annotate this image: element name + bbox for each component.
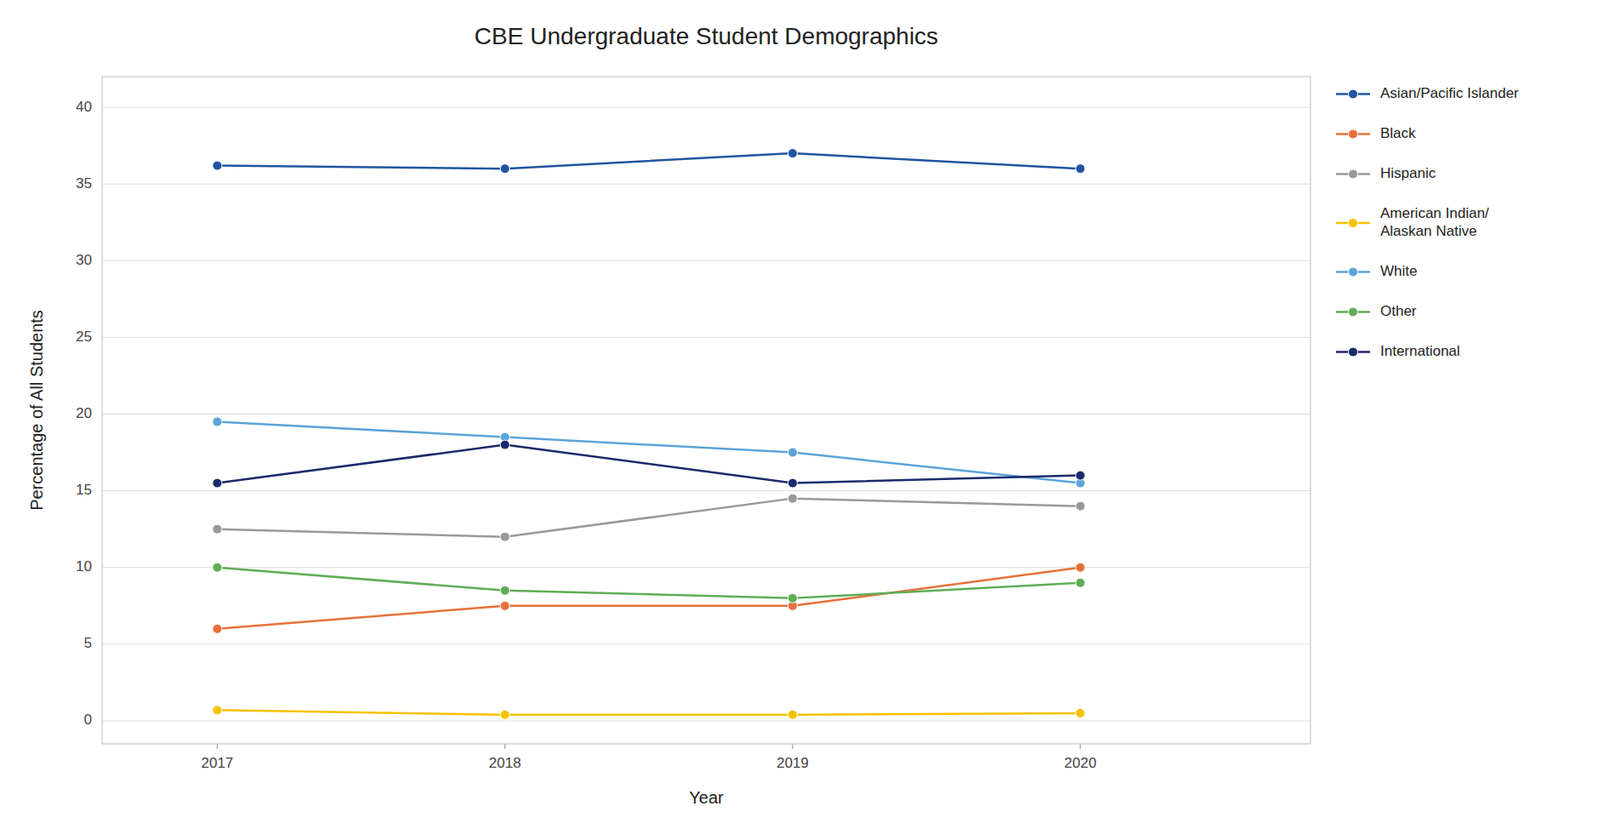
grid-line — [102, 490, 1311, 492]
y-tick-label: 30 — [75, 252, 92, 269]
grid-line — [102, 643, 1311, 645]
data-point — [212, 160, 223, 171]
y-tick-label: 0 — [84, 711, 92, 729]
y-axis-label: Percentage of All Students — [27, 309, 46, 511]
series-line — [217, 498, 1081, 538]
x-tick — [791, 744, 793, 750]
data-point — [500, 710, 511, 720]
data-point — [1075, 164, 1085, 174]
series-line — [217, 567, 1081, 630]
legend-label: Other — [1380, 303, 1417, 320]
y-tick-label: 25 — [75, 328, 92, 345]
legend-label-line: Other — [1380, 303, 1417, 320]
x-tick-label: 2020 — [1064, 755, 1097, 772]
data-point — [787, 493, 798, 504]
x-tick-label: 2018 — [488, 755, 522, 772]
data-point — [212, 417, 223, 427]
legend-marker — [1348, 169, 1359, 179]
plot-area — [212, 149, 1086, 721]
series-line — [217, 710, 1081, 715]
grid-line — [102, 413, 1311, 415]
x-tick-label: 2017 — [200, 755, 234, 772]
data-point — [212, 478, 223, 488]
legend-label: Hispanic — [1380, 165, 1437, 182]
legend: Asian/Pacific Islander Black Hispanic Ameri… — [1336, 85, 1520, 360]
legend-label: American Indian/Alaskan Native — [1380, 205, 1490, 240]
grid-line — [102, 567, 1311, 568]
legend-label: Black — [1380, 125, 1417, 142]
x-tick — [1079, 744, 1081, 750]
legend-label-line: White — [1380, 263, 1417, 280]
y-tick-label: 15 — [75, 481, 92, 499]
data-point — [1075, 470, 1085, 481]
data-point — [787, 593, 798, 603]
legend-marker — [1348, 129, 1359, 139]
series-line — [217, 153, 1081, 169]
legend-marker — [1348, 267, 1359, 277]
legend-label-line: International — [1380, 343, 1461, 360]
data-point — [500, 532, 511, 542]
y-tick-label: 10 — [75, 558, 92, 575]
legend-label-line: Hispanic — [1380, 165, 1437, 182]
legend-label-line: American Indian/ — [1380, 205, 1490, 222]
legend-label: White — [1380, 263, 1417, 280]
legend-label-line: Black — [1380, 125, 1417, 142]
data-point — [500, 585, 511, 596]
legend-label: Asian/Pacific Islander — [1380, 85, 1520, 102]
legend-marker — [1348, 89, 1359, 99]
legend-label-line: Asian/Pacific Islander — [1380, 85, 1520, 102]
y-tick-label: 5 — [84, 635, 92, 652]
data-point — [787, 149, 798, 159]
legend-marker — [1348, 347, 1359, 357]
chart: CBE Undergraduate Student Demographics 0 5… — [0, 0, 1600, 829]
grid-line — [102, 260, 1311, 262]
grid-line — [102, 720, 1311, 722]
y-tick-label: 40 — [75, 98, 92, 115]
grid-line — [102, 337, 1311, 339]
x-tick — [504, 744, 506, 750]
data-point — [787, 478, 798, 488]
series-line — [217, 422, 1081, 484]
data-point — [212, 624, 223, 634]
title: CBE Undergraduate Student Demographics — [474, 22, 939, 50]
data-point — [787, 447, 798, 458]
data-point — [500, 164, 511, 174]
y-tick-label: 35 — [75, 175, 92, 192]
data-point — [212, 562, 223, 573]
legend-marker — [1348, 307, 1359, 317]
legend-marker — [1348, 218, 1359, 229]
data-point — [212, 705, 223, 716]
data-point — [1075, 578, 1085, 588]
data-point — [1075, 501, 1085, 511]
y-tick-label: 20 — [75, 405, 92, 422]
legend-label: International — [1380, 343, 1461, 360]
x-tick — [217, 744, 218, 750]
x-axis-label: Year — [688, 788, 724, 808]
x-tick-label: 2019 — [776, 755, 809, 772]
plot-frame — [102, 76, 1311, 745]
data-point — [212, 524, 223, 534]
series-line — [217, 567, 1081, 599]
legend-label-line: Alaskan Native — [1380, 223, 1477, 240]
data-point — [500, 601, 511, 611]
series-line — [217, 445, 1081, 484]
data-point — [500, 440, 511, 450]
grid-line — [102, 183, 1311, 185]
data-point — [1075, 562, 1085, 573]
data-point — [787, 710, 798, 720]
data-point — [1075, 708, 1085, 718]
grid-line — [102, 107, 1311, 109]
